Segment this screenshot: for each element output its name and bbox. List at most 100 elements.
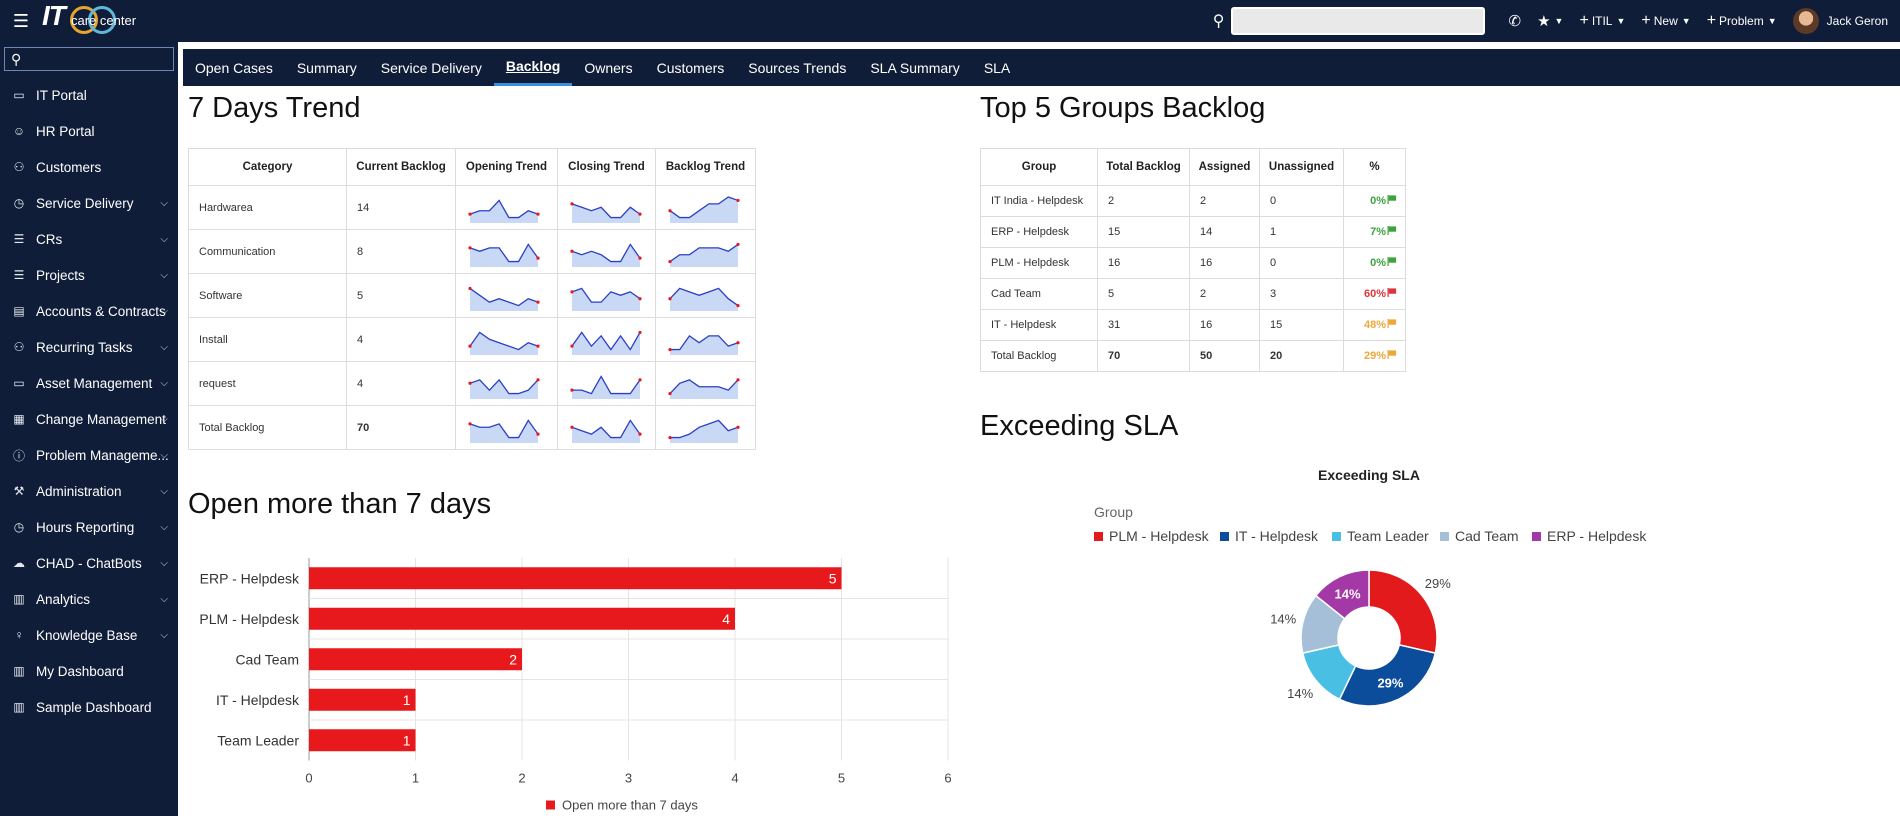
tab-sla[interactable]: SLA	[983, 59, 1011, 76]
pct-value-wrap: 7%	[1352, 225, 1397, 238]
chevron-down-icon: ⌵	[160, 449, 168, 461]
new-menu[interactable]: + New ▼	[1641, 12, 1690, 30]
group-pct-cell: 48%	[1343, 309, 1406, 341]
sparkline-start-point	[468, 344, 472, 348]
sidebar-item-service-delivery[interactable]: ◷ Service Delivery ⌵	[0, 185, 178, 221]
tab-owners[interactable]: Owners	[584, 59, 633, 76]
legend-label[interactable]: PLM - Helpdesk	[1109, 528, 1210, 544]
sidebar-item-recurring-tasks[interactable]: ⚇ Recurring Tasks ⌵	[0, 329, 178, 365]
sidebar-item-knowledge-base[interactable]: ♀ Knowledge Base ⌵	[0, 617, 178, 653]
chat-icon: ☁	[13, 556, 25, 570]
chevron-down-icon: ⌵	[160, 341, 168, 353]
group-name-cell: ERP - Helpdesk	[980, 216, 1098, 248]
whatsapp-icon[interactable]: ✆	[1508, 13, 1522, 30]
tab-sla-summary[interactable]: SLA Summary	[870, 59, 960, 76]
bar[interactable]	[309, 648, 522, 671]
itil-menu[interactable]: + ITIL ▼	[1579, 12, 1625, 30]
sidebar-item-sample-dashboard[interactable]: ▥ Sample Dashboard	[0, 689, 178, 725]
sidebar-item-label: Accounts & Contracts	[36, 303, 166, 319]
sparkline-start-point	[668, 296, 672, 300]
legend-swatch	[1094, 532, 1103, 541]
legend-label[interactable]: ERP - Helpdesk	[1547, 528, 1647, 544]
sparkline-area	[572, 203, 640, 223]
sidebar-item-problem-manageme[interactable]: ⓘ Problem Manageme... ⌵	[0, 437, 178, 473]
bar[interactable]	[309, 729, 416, 752]
table-row: Hardwarea 14	[188, 185, 756, 230]
sidebar-item-crs[interactable]: ☰ CRs ⌵	[0, 221, 178, 257]
clock-icon: ◷	[13, 196, 25, 210]
x-tick-label: 2	[518, 771, 525, 786]
caret-down-icon: ▼	[1681, 16, 1691, 26]
logo[interactable]: IT care center	[42, 0, 152, 42]
group-name-cell: PLM - Helpdesk	[980, 247, 1098, 279]
sidebar-item-customers[interactable]: ⚇ Customers	[0, 149, 178, 185]
legend-label[interactable]: Open more than 7 days	[562, 798, 698, 813]
sidebar-search-input[interactable]: ⚲	[4, 47, 174, 71]
user-name[interactable]: Jack Geron	[1826, 14, 1888, 28]
donut-slice[interactable]	[1338, 644, 1437, 707]
tab-backlog[interactable]: Backlog	[493, 49, 573, 86]
legend-label[interactable]: Cad Team	[1455, 528, 1519, 544]
sparkline-area	[670, 287, 738, 311]
sidebar-item-label: Recurring Tasks	[36, 339, 133, 355]
x-tick-label: 5	[838, 771, 845, 786]
sparkline-area	[470, 379, 538, 399]
sidebar-item-analytics[interactable]: ▥ Analytics ⌵	[0, 581, 178, 617]
group-total-cell: 16	[1097, 247, 1190, 279]
legend-label[interactable]: IT - Helpdesk	[1235, 528, 1319, 544]
global-search-input[interactable]	[1230, 7, 1485, 35]
sidebar-item-it-portal[interactable]: ▭ IT Portal	[0, 77, 178, 113]
trend-spark-cell	[557, 229, 656, 274]
pct-value: 0%	[1370, 195, 1386, 207]
sidebar-item-accounts-contracts[interactable]: ▤ Accounts & Contracts ⌵	[0, 293, 178, 329]
group-name-cell: IT India - Helpdesk	[980, 185, 1098, 217]
legend-label[interactable]: Team Leader	[1347, 528, 1429, 544]
group-pct-cell: 29%	[1343, 340, 1406, 372]
bar[interactable]	[309, 567, 842, 590]
avatar[interactable]	[1792, 8, 1819, 34]
flag-icon	[1387, 194, 1397, 204]
sidebar-item-my-dashboard[interactable]: ▥ My Dashboard	[0, 653, 178, 689]
sidebar-item-hours-reporting[interactable]: ◷ Hours Reporting ⌵	[0, 509, 178, 545]
tab-customers[interactable]: Customers	[656, 59, 725, 76]
flag-icon	[1387, 287, 1397, 297]
sparkline	[468, 198, 540, 223]
sparkline-line	[670, 334, 739, 350]
sidebar-item-asset-management[interactable]: ▭ Asset Management ⌵	[0, 365, 178, 401]
search-icon[interactable]: ⚲	[1212, 13, 1225, 30]
sidebar-item-hr-portal[interactable]: ☺ HR Portal	[0, 113, 178, 149]
legend-swatch	[546, 800, 555, 810]
y-category-label: ERP - Helpdesk	[200, 570, 300, 586]
tab-open-cases[interactable]: Open Cases	[195, 59, 273, 76]
tab-service-delivery[interactable]: Service Delivery	[380, 59, 482, 76]
group-total-cell: 31	[1097, 309, 1190, 341]
donut-slice[interactable]	[1314, 569, 1370, 620]
sparkline-start-point	[668, 435, 672, 439]
sidebar-item-administration[interactable]: ⚒ Administration ⌵	[0, 473, 178, 509]
tab-sources-trends[interactable]: Sources Trends	[748, 59, 847, 76]
trend-header-cell: Current Backlog	[346, 148, 456, 186]
trend-spark-cell	[655, 185, 756, 230]
sidebar-item-projects[interactable]: ☰ Projects ⌵	[0, 257, 178, 293]
menu-icon[interactable]: ☰	[12, 10, 30, 31]
trend-backlog-cell: 14	[346, 185, 456, 230]
sparkline	[668, 242, 740, 267]
laptop-icon: ▭	[13, 376, 25, 390]
trend-spark-cell	[655, 405, 756, 450]
sidebar-item-label: Administration	[36, 483, 122, 499]
donut-slice[interactable]	[1368, 569, 1438, 655]
bar[interactable]	[309, 607, 735, 630]
favorites-menu[interactable]: ★ ▼	[1537, 12, 1563, 30]
problem-menu[interactable]: + Problem ▼	[1707, 12, 1777, 30]
tab-summary[interactable]: Summary	[296, 59, 357, 76]
sparkline-area	[670, 419, 738, 443]
sparkline-start-point	[570, 249, 574, 253]
trend-spark-cell	[455, 273, 558, 318]
bar-value-label: 2	[509, 651, 517, 667]
sparkline-line	[669, 287, 739, 306]
sidebar-item-chad-chatbots[interactable]: ☁ CHAD - ChatBots ⌵	[0, 545, 178, 581]
trend-table: Category Current Backlog Opening Trend Clos…	[188, 148, 756, 450]
bar[interactable]	[309, 688, 416, 711]
table-row: request 4	[188, 361, 756, 406]
sidebar-item-change-management[interactable]: ▦ Change Management ⌵	[0, 401, 178, 437]
